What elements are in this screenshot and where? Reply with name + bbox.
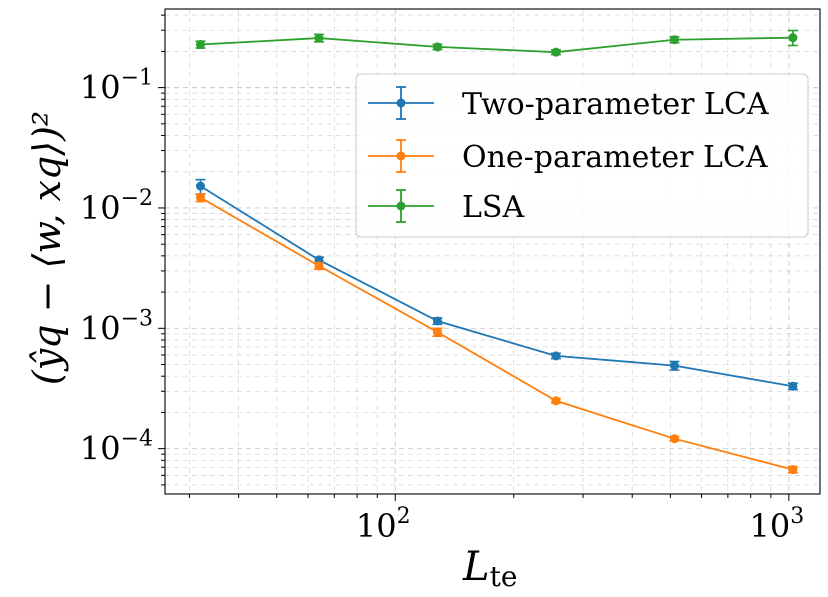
y-tick-label-exponent: −1 — [121, 66, 153, 91]
data-point — [314, 33, 324, 43]
data-point — [551, 47, 561, 57]
legend-entry-one-parameter-lca: One-parameter LCA — [368, 139, 768, 175]
data-point — [669, 434, 679, 444]
data-point — [195, 193, 205, 203]
legend-box — [355, 73, 809, 238]
series-layer — [195, 29, 798, 475]
data-point — [788, 465, 798, 475]
x-axis-label: Lte — [462, 544, 517, 593]
data-point — [669, 361, 679, 371]
legend: Two-parameter LCA One-parameter LCA LSA — [355, 73, 809, 238]
series-one-parameter-lca — [195, 193, 798, 475]
legend-marker-lsa — [396, 201, 406, 211]
x-axis-label-sub: te — [490, 560, 518, 593]
y-tick-label-base: 10 — [80, 430, 121, 468]
data-point — [195, 181, 205, 191]
x-tick-label: 103 — [749, 504, 804, 545]
y-tick-label-base: 10 — [80, 69, 121, 107]
y-tick-label-exponent: −2 — [121, 186, 153, 211]
y-tick-label-base: 10 — [80, 309, 121, 347]
y-tick-label-base: 10 — [80, 189, 121, 227]
data-point — [669, 35, 679, 45]
data-point — [432, 327, 442, 337]
legend-entry-lsa: LSA — [368, 189, 524, 225]
legend-entry-two-parameter-lca: Two-parameter LCA — [368, 86, 769, 122]
y-tick-label: 10−2 — [80, 186, 153, 227]
data-point — [788, 381, 798, 391]
data-point — [788, 33, 798, 43]
data-point — [314, 261, 324, 271]
data-point — [432, 42, 442, 52]
data-point — [551, 396, 561, 406]
y-axis-label: (ŷq − ⟨w, xq⟩)² — [25, 111, 69, 385]
x-axis-label-main: L — [462, 544, 490, 590]
data-point — [195, 40, 205, 50]
series-line-lsa — [200, 36, 793, 54]
plot-frame — [164, 8, 821, 495]
x-tick-label-exponent: 3 — [790, 504, 804, 529]
y-tick-label: 10−4 — [80, 427, 153, 468]
legend-label-two-parameter-lca: Two-parameter LCA — [462, 87, 769, 122]
legend-marker-two-parameter-lca — [396, 98, 406, 108]
x-tick-label-exponent: 2 — [397, 504, 411, 529]
legend-label-lsa: LSA — [462, 190, 524, 225]
series-line-one-parameter-lca — [200, 196, 794, 471]
data-point — [551, 351, 561, 361]
y-tick-label-exponent: −4 — [121, 427, 153, 452]
x-tick-label-base: 10 — [749, 507, 790, 545]
data-point — [432, 316, 442, 326]
legend-label-one-parameter-lca: One-parameter LCA — [462, 140, 768, 175]
series-two-parameter-lca — [195, 178, 798, 391]
y-tick-label: 10−1 — [80, 66, 153, 107]
x-tick-label-base: 10 — [356, 507, 397, 545]
series-lsa — [195, 29, 798, 57]
y-tick-label: 10−3 — [80, 306, 153, 347]
series-line-two-parameter-lca — [200, 185, 794, 388]
x-tick-label: 102 — [356, 504, 411, 545]
y-tick-label-exponent: −3 — [121, 306, 153, 331]
legend-marker-one-parameter-lca — [396, 151, 406, 161]
